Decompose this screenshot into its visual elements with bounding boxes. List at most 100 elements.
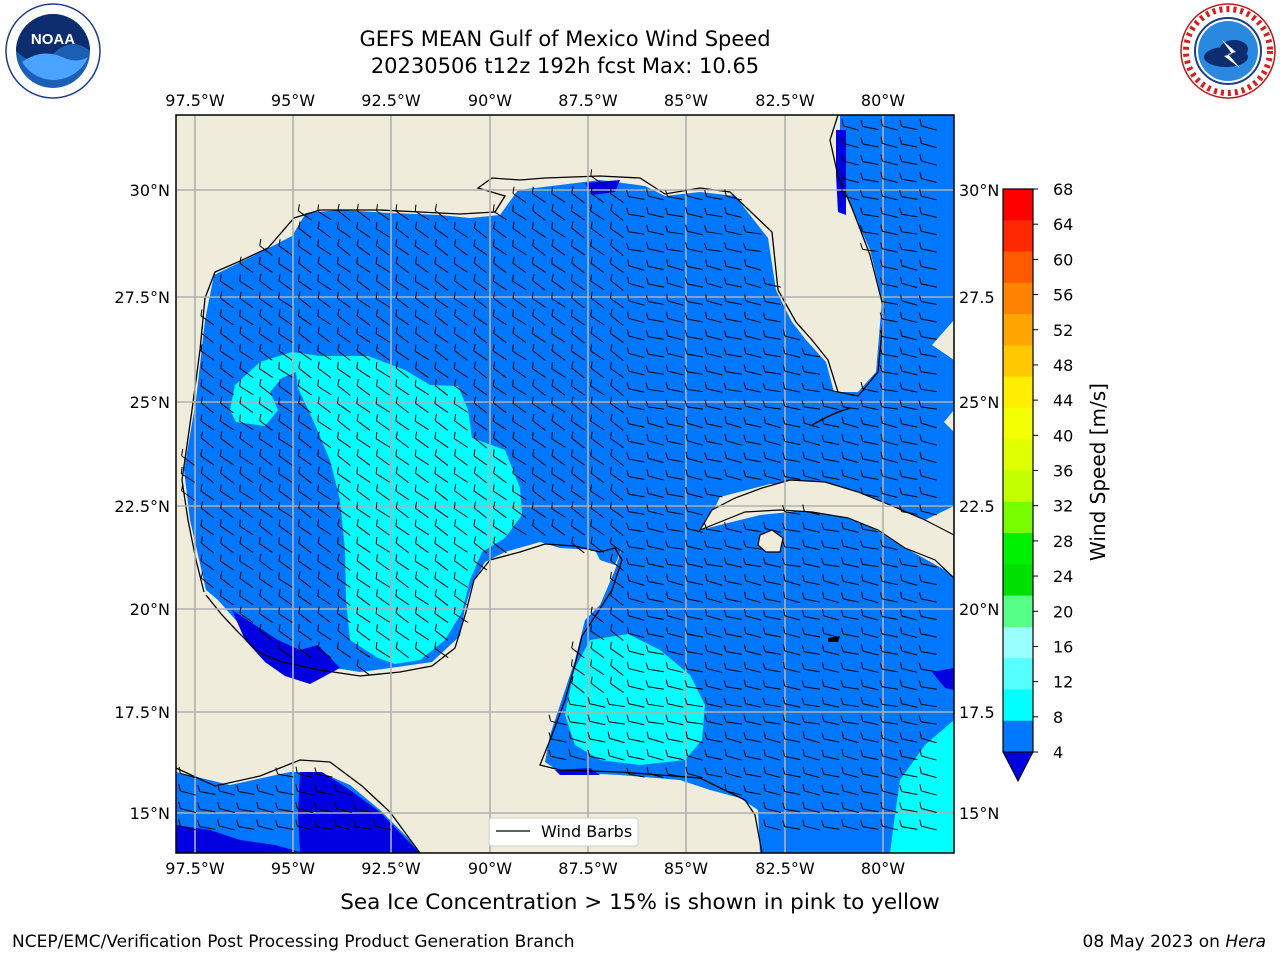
colorbar-segment [1003,720,1033,753]
wind-barb [415,291,429,309]
wind-barb [919,451,937,464]
wind-barb [239,466,254,484]
wind-barb [473,239,488,256]
wind-barb [821,434,840,446]
wind-barb [453,326,468,343]
wind-barb [684,347,703,358]
wind-barb [415,256,429,274]
lon-tick-label-top: 87.5°W [558,91,618,110]
wind-barb [337,483,351,501]
wind-barb [646,521,664,533]
wind-barb [415,466,429,484]
wind-barb [610,378,624,396]
colorbar-tick-label: 20 [1053,602,1073,621]
wind-barb [763,749,781,761]
wind-barb [704,644,723,656]
wind-barbs [178,119,937,831]
wind-barb [492,519,507,536]
wind-barb [918,382,937,393]
wind-barb [434,413,449,431]
wind-barb [453,396,468,413]
wind-barb [551,484,566,501]
colorbar-tick-label: 8 [1053,708,1063,727]
wind-barb [356,571,371,588]
wind-barb [278,431,293,448]
wind-barb [782,820,801,830]
wind-barb [919,784,937,796]
wind-barb [801,347,820,358]
lat-tick-label-left: 17.5°N [114,703,170,722]
wind-barb [899,644,918,656]
wind-barb [200,466,215,484]
wind-barb [645,382,664,393]
wind-barb [571,396,585,414]
wind-barb [590,221,605,239]
noaa-logo: NOAA [5,3,101,99]
wind-barb [724,521,742,533]
wind-barb [259,238,273,256]
wind-barb [665,714,684,726]
colorbar-tick-label: 68 [1053,180,1073,199]
wind-barb [782,505,801,515]
wind-barb [590,344,605,361]
lat-tick-label-left: 15°N [130,804,170,823]
wind-barb [317,606,332,624]
wind-barb [178,801,196,813]
wind-barb [841,539,859,551]
wind-barb [899,190,918,200]
wind-barb [217,801,235,813]
wind-barb [607,731,625,744]
wind-barb [919,766,937,779]
wind-barb [860,137,879,148]
colorbar-segment [1003,689,1033,722]
wind-barb [665,661,684,673]
wind-barb [454,274,468,291]
wind-barb [724,242,742,253]
wind-barb [762,715,781,725]
wind-barb [880,119,898,131]
wind-barb [200,379,215,396]
wind-barb [918,277,937,288]
wind-barb [626,661,645,673]
wind-barb [743,382,762,393]
wind-barb [375,607,391,623]
wind-barb [298,641,312,659]
wind-barb [356,553,371,571]
wind-barb [239,501,254,519]
wind-barb [880,801,898,813]
wind-barb [821,784,840,795]
wind-barb [375,204,390,221]
wind-barb [473,484,488,501]
wind-barb [414,379,430,396]
wind-barb [762,662,781,673]
wind-barb [492,484,507,501]
wind-barb [666,276,684,289]
wind-barb [434,623,449,641]
wind-barb [259,553,273,571]
wind-barb [453,256,468,273]
wind-barb [899,784,918,795]
wind-barb [743,714,762,726]
wind-barb [375,624,390,641]
wind-barb [512,326,527,344]
wind-barb [298,361,312,379]
wind-barb [493,466,507,484]
wind-barb [665,207,684,218]
wind-barb [473,291,488,309]
wind-barb [626,626,645,639]
wind-barb [802,766,820,779]
wind-barb [879,400,898,410]
wind-barb [802,539,820,551]
wind-barb [840,662,859,673]
wind-barb [434,448,449,466]
wind-barb [314,784,333,795]
wind-barb [434,343,449,361]
wind-barb [219,379,234,396]
wind-barb [590,256,605,274]
wind-barb [219,309,234,326]
wind-barb [492,239,507,256]
wind-barb [841,784,859,796]
wind-barb [239,554,254,571]
wind-barb [298,606,312,624]
wind-barb [356,606,371,623]
